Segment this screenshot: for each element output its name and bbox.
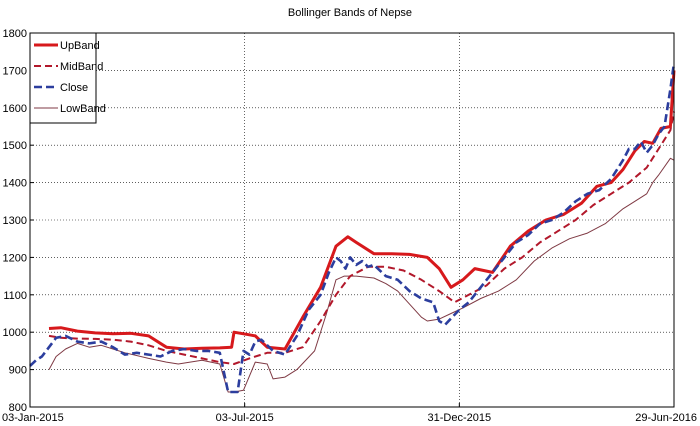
legend-label-upband: UpBand	[60, 40, 100, 52]
x-tick-label: 31-Dec-2015	[428, 412, 492, 424]
y-tick-label: 1500	[3, 140, 27, 152]
plot-frame	[29, 32, 675, 408]
legend-label-lowband: LowBand	[60, 103, 106, 115]
legend: UpBand MidBand Close LowBand	[29, 32, 106, 124]
x-tick-labels: 03-Jan-2015 03-Jul-2015 31-Dec-2015 29-Jun-…	[2, 412, 697, 424]
y-tick-label: 1200	[3, 252, 27, 264]
legend-label-close: Close	[60, 82, 88, 94]
y-tick-label: 1600	[3, 103, 27, 115]
series-line-close	[29, 62, 676, 394]
y-tick-label: 1100	[3, 290, 27, 302]
x-tick-label: 03-Jul-2015	[216, 412, 274, 424]
y-tick-labels: 800 900 1000 1100 1200 1300 1400 1500 1600 1700 18…	[3, 28, 27, 414]
legend-label-midband: MidBand	[60, 61, 103, 73]
chart-title: Bollinger Bands of Nepse	[288, 7, 412, 19]
y-tick-label: 1300	[3, 215, 27, 227]
y-tick-label: 1400	[3, 178, 27, 190]
series-line-lowband	[48, 157, 675, 393]
x-tick-label: 03-Jan-2015	[2, 412, 64, 424]
y-tick-label: 1000	[3, 327, 27, 339]
y-tick-label: 800	[9, 402, 27, 414]
y-tick-label: 900	[9, 365, 27, 377]
grid-layer	[29, 32, 675, 408]
x-tick-label: 29-Jun-2016	[635, 412, 697, 424]
series-layer	[29, 62, 676, 394]
y-tick-label: 1800	[3, 28, 27, 40]
y-tick-label: 1700	[3, 65, 27, 77]
